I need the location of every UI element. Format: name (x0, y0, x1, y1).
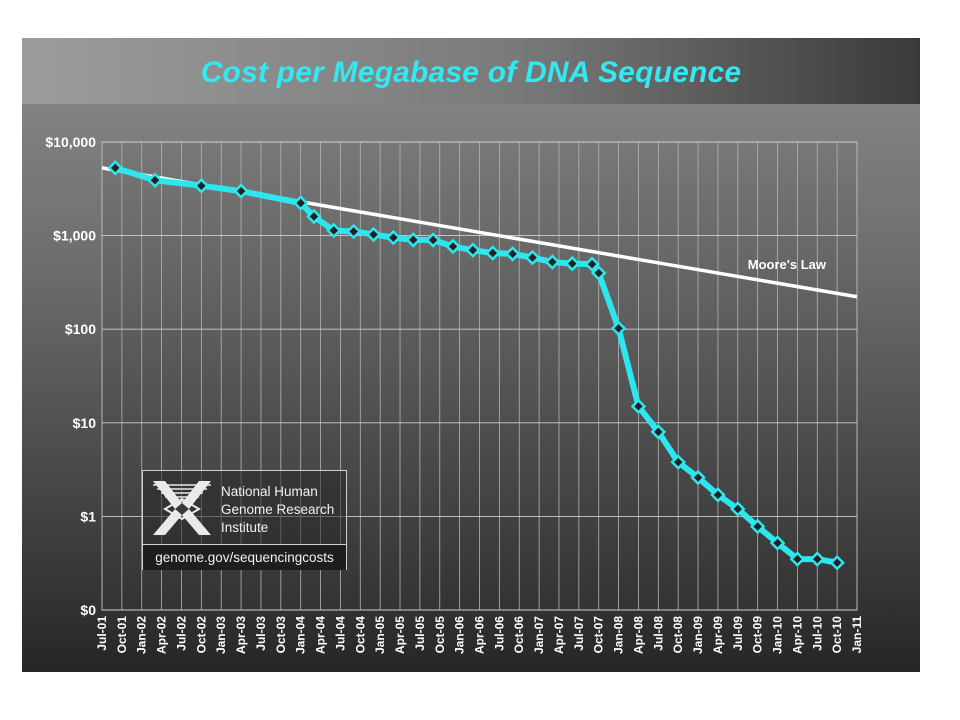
chart-title: Cost per Megabase of DNA Sequence (200, 56, 742, 89)
data-point-marker (306, 208, 322, 225)
x-tick-label: Oct-05 (433, 616, 447, 654)
nhgri-dna-logo-icon (153, 481, 211, 535)
data-point-marker (610, 320, 627, 337)
x-tick-label: Jan-07 (532, 616, 546, 654)
x-tick-label: Jan-08 (612, 616, 626, 654)
x-tick-label: Oct-10 (830, 616, 844, 654)
y-axis-ticks: $0 $1 $10 $100 $1,000 $10,000 (45, 134, 96, 618)
x-tick-label: Jul-08 (651, 616, 665, 651)
x-tick-label: Oct-01 (115, 616, 129, 654)
data-point-marker (590, 265, 607, 281)
data-point-marker (345, 223, 362, 240)
data-point-marker (484, 245, 501, 261)
x-tick-label: Apr-06 (473, 616, 487, 654)
data-point-marker (809, 551, 826, 567)
x-tick-label: Oct-09 (751, 616, 765, 654)
title-band (22, 38, 920, 104)
nhgri-logo-box: National Human Genome Research Institute… (142, 470, 347, 570)
data-point-marker (710, 487, 726, 503)
x-tick-label: Jul-10 (810, 616, 824, 651)
x-tick-label: Jan-04 (294, 616, 308, 654)
x-tick-label: Oct-03 (274, 616, 288, 654)
data-point-marker (445, 238, 461, 255)
x-tick-label: Apr-07 (552, 616, 566, 654)
data-point-marker (730, 501, 746, 517)
y-tick-label: $0 (80, 602, 96, 618)
x-tick-label: Oct-08 (671, 616, 685, 654)
x-tick-label: Jul-05 (413, 616, 427, 651)
data-point-marker (193, 177, 210, 194)
moores-law-label: Moore's Law (748, 257, 827, 272)
data-point-marker (584, 256, 600, 272)
data-point-marker (292, 195, 309, 211)
x-axis-ticks: Jul-01 Oct-01 Jan-02 Apr-02 Jul-02 Oct-02 Jan-… (95, 616, 864, 654)
data-point-marker (147, 172, 163, 189)
x-tick-label: Jul-03 (254, 616, 268, 651)
x-tick-label: Jan-05 (373, 616, 387, 654)
x-tick-label: Apr-09 (711, 616, 725, 654)
x-tick-label: Apr-02 (155, 616, 169, 654)
data-point-marker (465, 242, 481, 258)
y-tick-label: $1 (80, 508, 96, 524)
data-point-marker (690, 469, 706, 486)
data-point-marker (769, 535, 786, 551)
x-tick-label: Jan-09 (691, 616, 705, 654)
data-point-marker (425, 232, 441, 248)
data-point-marker (524, 249, 541, 266)
x-tick-label: Apr-10 (790, 616, 804, 654)
data-point-marker (829, 554, 845, 571)
x-tick-label: Jul-02 (174, 616, 188, 651)
data-point-marker (564, 255, 580, 272)
data-point-marker (544, 254, 561, 270)
data-point-marker (630, 398, 647, 415)
x-tick-label: Apr-08 (631, 616, 645, 654)
source-url: genome.gov/sequencingcosts (143, 544, 346, 570)
x-tick-label: Jul-04 (333, 616, 347, 651)
x-tick-label: Oct-07 (592, 616, 606, 654)
x-tick-label: Oct-04 (353, 616, 367, 654)
slide: $0 $1 $10 $100 $1,000 $10,000 Jul-01 Oct-01 Jan… (22, 38, 920, 672)
y-tick-label: $10 (73, 415, 97, 431)
data-point-marker (670, 454, 686, 470)
y-tick-label: $100 (65, 321, 96, 337)
y-tick-label: $1,000 (53, 228, 96, 244)
organization-line: National Human (221, 484, 318, 499)
x-tick-label: Oct-02 (194, 616, 208, 654)
data-point-marker (405, 232, 422, 248)
series-layer (101, 160, 858, 571)
x-tick-label: Apr-05 (393, 616, 407, 654)
data-point-marker (504, 246, 521, 262)
x-tick-label: Jan-10 (771, 616, 785, 654)
data-point-marker (365, 226, 382, 243)
x-tick-label: Jul-01 (95, 616, 109, 651)
x-tick-label: Jan-02 (135, 616, 149, 654)
chart: $0 $1 $10 $100 $1,000 $10,000 Jul-01 Oct-01 Jan… (22, 38, 920, 672)
data-point-marker (326, 222, 342, 239)
x-tick-label: Jan-03 (214, 616, 228, 654)
data-point-marker (650, 424, 667, 440)
y-tick-label: $10,000 (45, 134, 96, 150)
x-tick-label: Jan-06 (453, 616, 467, 654)
data-point-marker (749, 518, 766, 535)
x-tick-label: Apr-04 (314, 616, 328, 654)
organization-name: National Human Genome Research Institute (221, 483, 345, 537)
data-point-marker (107, 160, 124, 176)
data-point-marker (789, 551, 806, 567)
data-point-marker (233, 183, 249, 199)
data-point-marker (385, 229, 402, 246)
x-tick-label: Jan-11 (850, 616, 864, 654)
x-tick-label: Jul-07 (572, 616, 586, 651)
organization-line: Institute (221, 520, 269, 535)
x-tick-label: Apr-03 (234, 616, 248, 654)
x-tick-label: Oct-06 (512, 616, 526, 654)
x-tick-label: Jul-09 (731, 616, 745, 651)
organization-line: Genome Research (221, 502, 335, 517)
x-tick-label: Jul-06 (492, 616, 506, 651)
